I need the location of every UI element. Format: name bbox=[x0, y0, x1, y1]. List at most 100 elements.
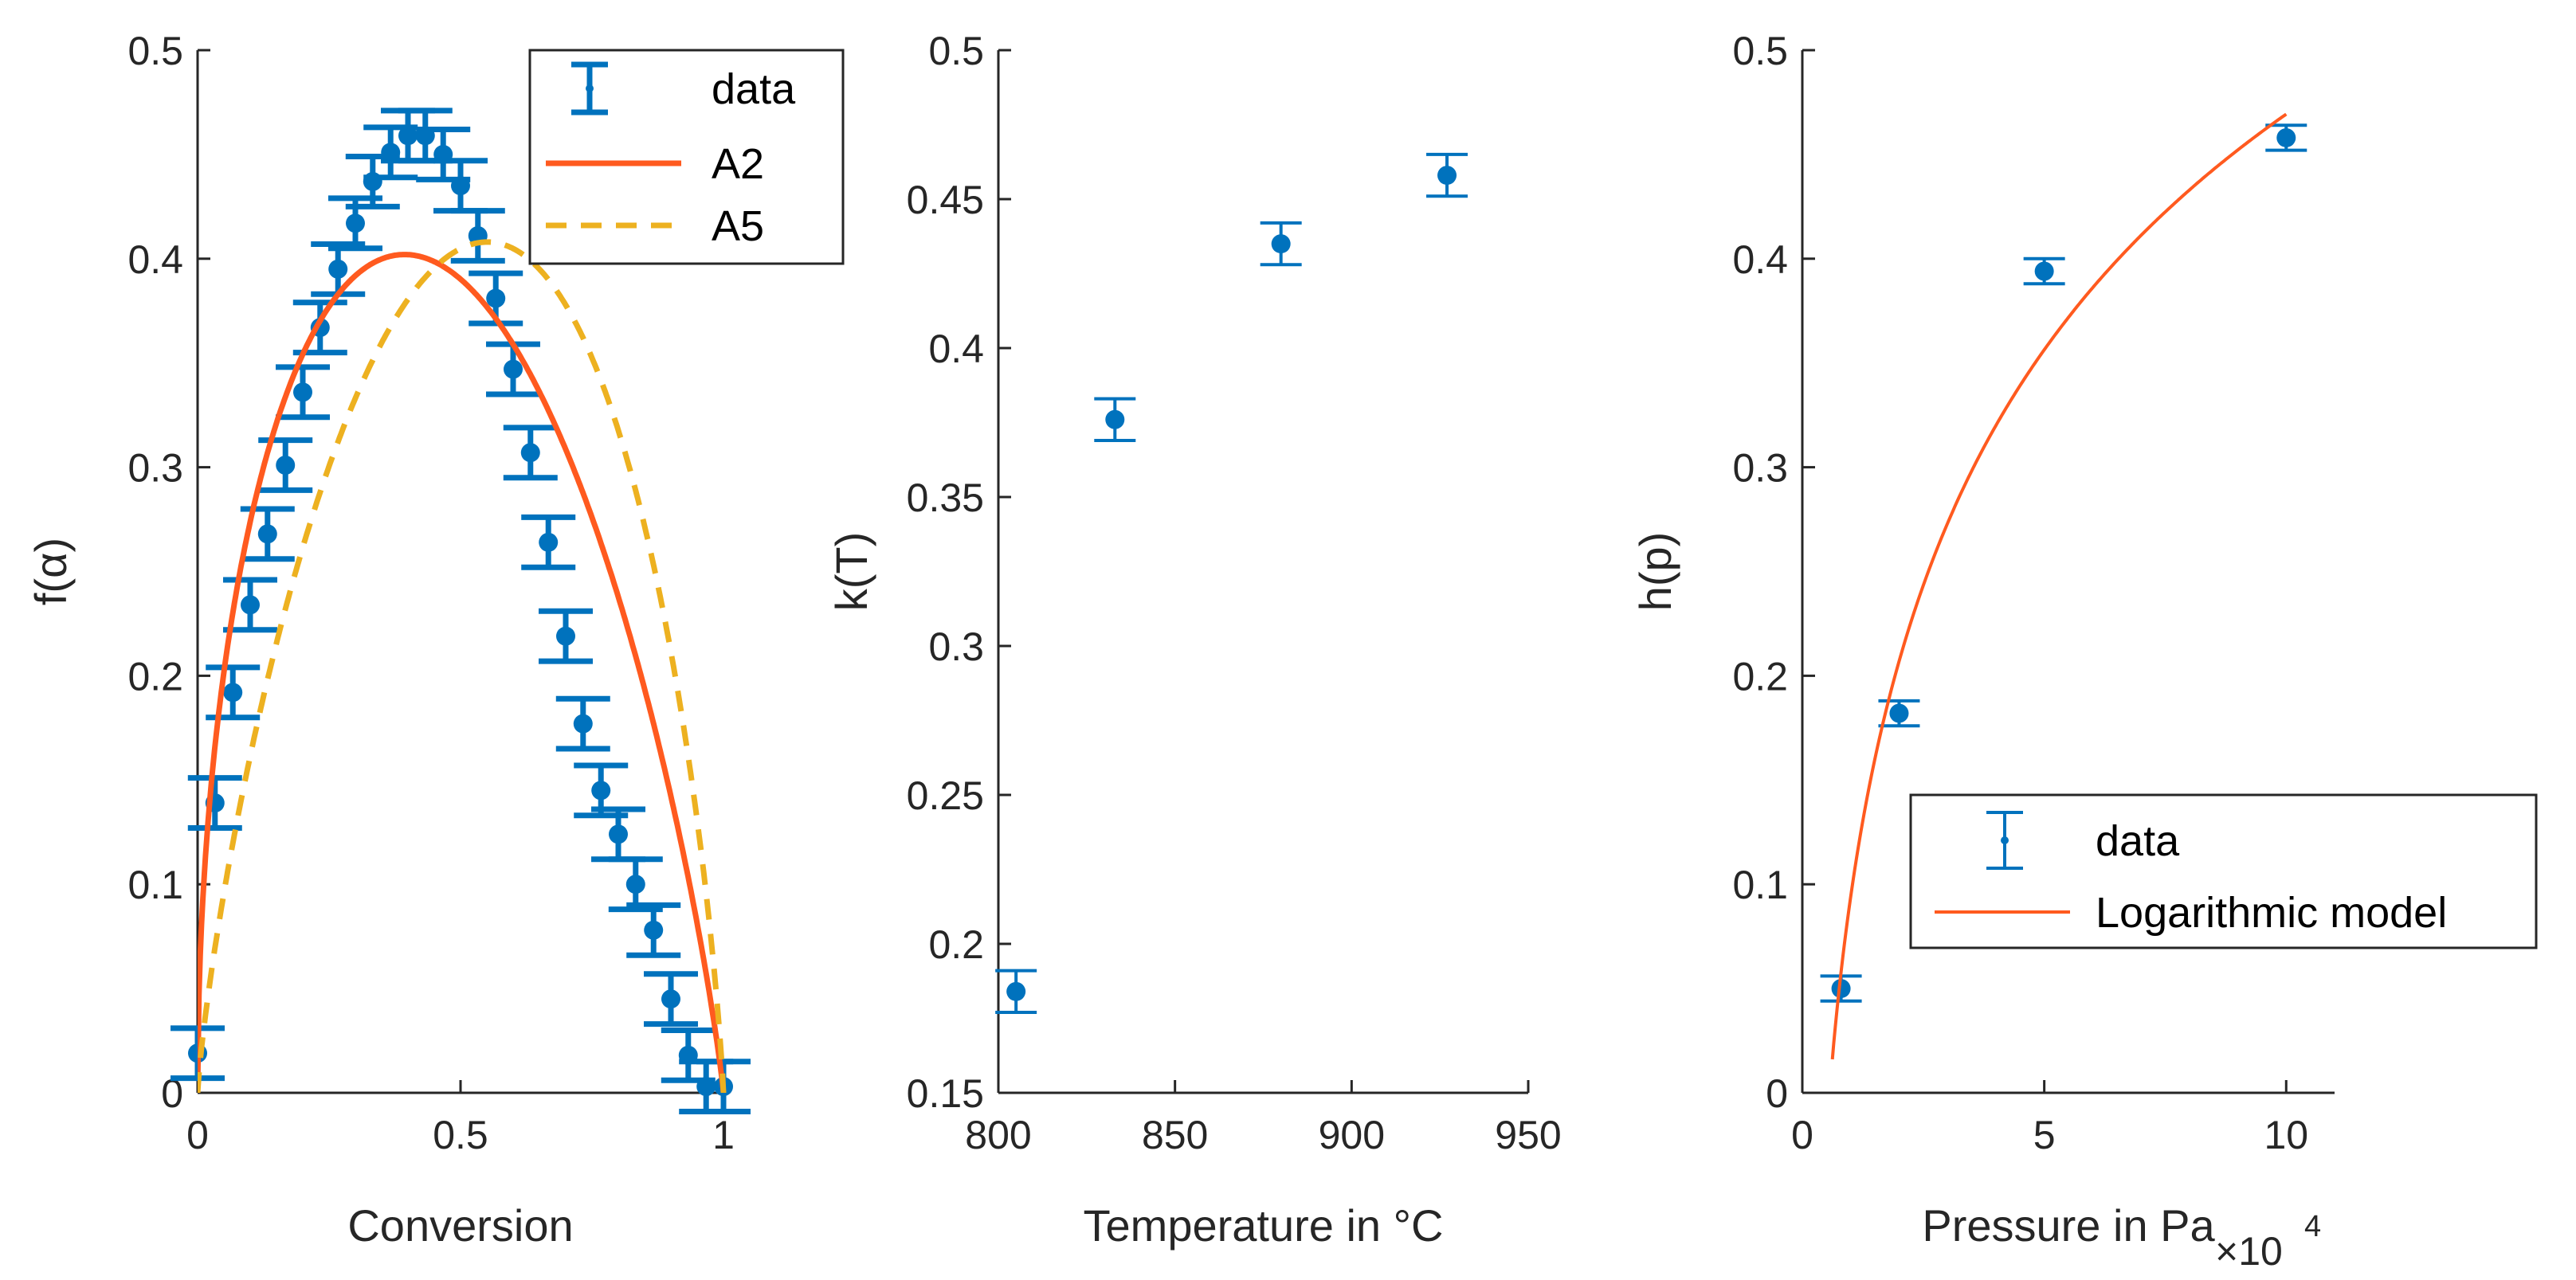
data-marker bbox=[328, 259, 348, 279]
data-marker bbox=[1271, 234, 1291, 254]
y-tick-label: 0.5 bbox=[127, 29, 183, 73]
x-axis-label: Conversion bbox=[347, 1200, 573, 1251]
legend-label-a2: A2 bbox=[712, 140, 764, 188]
legend-label-data: data bbox=[712, 65, 796, 113]
y-tick-label: 0.35 bbox=[907, 476, 984, 520]
data-marker bbox=[381, 143, 401, 162]
data-marker bbox=[2034, 261, 2054, 281]
data-point bbox=[1260, 221, 1302, 267]
data-point bbox=[240, 506, 295, 562]
data-point bbox=[608, 856, 663, 913]
data-marker bbox=[539, 532, 559, 552]
data-marker bbox=[486, 288, 506, 308]
data-marker bbox=[223, 683, 243, 703]
y-tick-label: 0.4 bbox=[1732, 237, 1788, 282]
data-point bbox=[2023, 256, 2065, 286]
x-exponent-power: 4 bbox=[2304, 1210, 2321, 1243]
logarithmic-model-curve bbox=[1830, 112, 2288, 1060]
conversion-panel: 00.10.20.30.40.50 0.5 1Conversionf(α)dataA… bbox=[25, 29, 845, 1251]
a2-curve bbox=[198, 252, 727, 1093]
y-tick-label: 0.25 bbox=[907, 773, 984, 818]
data-marker bbox=[644, 920, 664, 940]
x-exponent-label: ×10 bbox=[2215, 1229, 2283, 1274]
data-point bbox=[292, 299, 347, 356]
data-point bbox=[503, 425, 558, 481]
y-tick-label: 0.3 bbox=[928, 624, 984, 669]
data-point bbox=[486, 341, 540, 397]
x-tick-label: 950 bbox=[1495, 1113, 1561, 1157]
y-tick-label: 0.15 bbox=[907, 1071, 984, 1116]
x-tick-label: 900 bbox=[1319, 1113, 1385, 1157]
data-marker bbox=[573, 714, 593, 734]
data-marker bbox=[1105, 409, 1125, 429]
data-marker bbox=[257, 524, 277, 544]
legend: data Logarithmic model bbox=[1909, 793, 2538, 949]
data-marker bbox=[451, 176, 470, 196]
y-tick-label: 0.5 bbox=[928, 29, 984, 73]
data-marker bbox=[504, 359, 523, 379]
data-point bbox=[995, 969, 1037, 1015]
data-point bbox=[1878, 699, 1920, 728]
y-tick-label: 0.1 bbox=[127, 863, 183, 907]
data-marker bbox=[398, 126, 418, 146]
data-point bbox=[187, 775, 242, 832]
data-point bbox=[626, 902, 681, 958]
x-axis-label: Temperature in °C bbox=[1084, 1200, 1444, 1251]
data-point bbox=[644, 971, 698, 1028]
x-tick-label: 0.5 bbox=[433, 1113, 488, 1157]
legend-label-data: data bbox=[2096, 817, 2180, 865]
x-tick-label: 5 bbox=[2033, 1113, 2056, 1157]
legend-label-model: Logarithmic model bbox=[2096, 889, 2447, 937]
data-point bbox=[206, 664, 261, 721]
y-tick-label: 0.2 bbox=[127, 654, 183, 699]
data-point bbox=[521, 514, 576, 570]
legend-box bbox=[528, 49, 845, 265]
y-axis-label: f(α) bbox=[25, 538, 76, 605]
y-axis-label: h(p) bbox=[1630, 532, 1680, 612]
data-point bbox=[311, 241, 366, 297]
data-marker bbox=[346, 213, 365, 233]
y-tick-label: 0.4 bbox=[127, 237, 183, 282]
data-marker bbox=[625, 875, 645, 894]
data-marker bbox=[1831, 979, 1851, 999]
data-point bbox=[539, 608, 593, 664]
data-marker bbox=[241, 595, 260, 615]
y-tick-label: 0.3 bbox=[127, 446, 183, 491]
y-tick-label: 0.3 bbox=[1732, 446, 1788, 491]
data-marker bbox=[520, 443, 540, 463]
data-marker bbox=[696, 1077, 716, 1097]
data-marker bbox=[1437, 166, 1457, 186]
data-point bbox=[2265, 123, 2307, 152]
temperature-panel: 0.15 0.2 0.25 0.3 0.35 0.4 0.45 0.5 800 850 900 950… bbox=[826, 29, 1562, 1251]
x-tick-label: 850 bbox=[1142, 1113, 1208, 1157]
legend-data-marker bbox=[586, 84, 594, 92]
data-marker bbox=[1006, 981, 1026, 1001]
x-tick-label: 10 bbox=[2264, 1113, 2308, 1157]
legend: data A2 A5 bbox=[528, 49, 845, 265]
y-axis-label: k(T) bbox=[826, 532, 876, 612]
data-marker bbox=[1889, 703, 1909, 723]
pressure-panel: 0 0.1 0.2 0.3 0.4 0.5 0 5 10 Pressure in Pa h(p) ×1… bbox=[1630, 29, 2538, 1274]
x-tick-label: 1 bbox=[712, 1113, 735, 1157]
data-marker bbox=[661, 989, 680, 1009]
y-tick-label: 0.2 bbox=[928, 922, 984, 967]
x-tick-label: 800 bbox=[965, 1113, 1031, 1157]
data-point bbox=[258, 437, 313, 493]
y-tick-label: 0.2 bbox=[1732, 654, 1788, 699]
data-point bbox=[555, 695, 610, 752]
data-point bbox=[1094, 397, 1136, 442]
legend-box bbox=[1909, 793, 2538, 949]
y-tick-label: 0.4 bbox=[928, 327, 984, 371]
data-marker bbox=[2276, 127, 2296, 147]
data-marker bbox=[293, 382, 312, 402]
data-marker bbox=[591, 781, 611, 800]
x-axis-label: Pressure in Pa bbox=[1922, 1200, 2215, 1251]
y-tick-label: 0.45 bbox=[907, 178, 984, 222]
y-tick-label: 0 bbox=[1766, 1071, 1788, 1116]
y-tick-label: 0.1 bbox=[1732, 863, 1788, 907]
legend-label-a5: A5 bbox=[712, 202, 764, 250]
data-point bbox=[450, 208, 505, 264]
data-marker bbox=[556, 626, 575, 646]
data-marker bbox=[609, 824, 628, 844]
